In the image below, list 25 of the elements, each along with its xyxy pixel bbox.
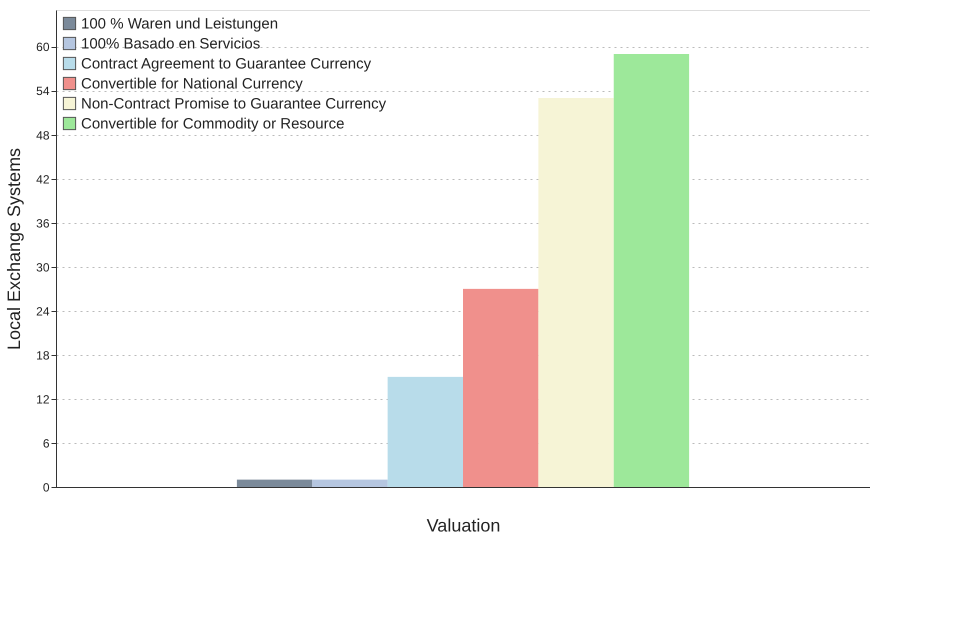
bar [538,98,614,487]
legend-label: Convertible for Commodity or Resource [81,116,344,132]
bar [236,480,312,487]
y-tick-label: 48 [36,128,50,142]
y-tick-label: 0 [42,480,50,494]
y-tick-label: 60 [36,40,50,54]
bar [388,376,463,487]
legend-label: 100 % Waren und Leistungen [81,16,278,32]
x-axis-title: Valuation [426,516,500,536]
legend-label: 100% Basado en Servicios [81,36,260,52]
y-tick-label: 6 [42,436,50,450]
bar [614,54,690,487]
bar [463,288,538,487]
y-tick-label: 24 [36,304,50,318]
legend-label: Contract Agreement to Guarantee Currency [81,56,372,72]
y-tick-label: 30 [36,260,50,274]
legend-label: Non-Contract Promise to Guarantee Currency [81,96,387,112]
y-tick-label: 36 [36,216,50,230]
y-tick-label: 18 [36,348,50,362]
y-axis-title: Local Exchange Systems [4,148,24,350]
bar [312,480,388,487]
y-tick-label: 42 [36,172,50,186]
y-tick-label: 12 [36,392,50,406]
y-tick-label: 54 [36,84,50,98]
legend-label: Convertible for National Currency [81,76,304,92]
